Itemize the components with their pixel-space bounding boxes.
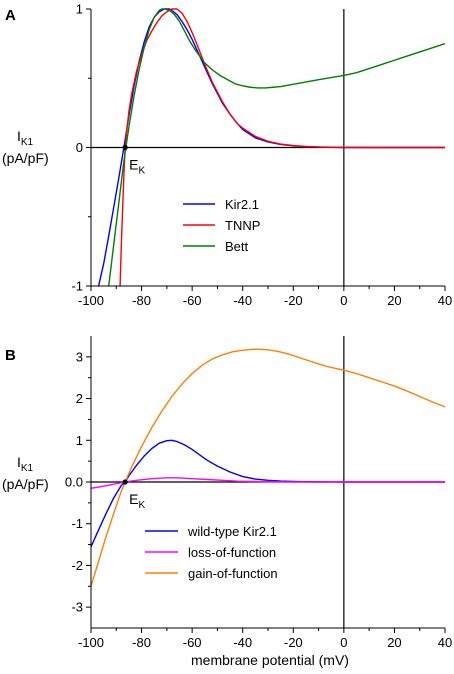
panel-a-ylabel-unit: (pA/pF) (2, 150, 49, 166)
panel-a-tick-labels: -100 -80 -60 -40 -20 0 20 40 -1 0 1 (71, 2, 452, 309)
panel-b-ylabel-sub: K1 (21, 463, 34, 474)
panel-b: B IK1 (pA/pF) -100 -80 -60 -40 -20 0 20 40-3-2-… (2, 336, 452, 650)
panel-a-ek-label: EK (129, 157, 145, 177)
panel-b-ylabel-main: IK1 (17, 454, 34, 474)
panel-a-y-tick-label: 0 (76, 140, 83, 155)
panel-b-y-tick-label: 2 (76, 391, 83, 406)
panel-b-ylabel-unit: (pA/pF) (2, 476, 49, 492)
panel-a-ek-point (122, 144, 128, 151)
panel-b-y-tick-label: 3 (76, 349, 83, 364)
panel-b-axes (86, 336, 446, 633)
panel-a-x-tick-label: -100 (78, 293, 104, 308)
panel-b-series-line-2 (91, 348, 445, 587)
panel-a-y-tick-label: -1 (71, 279, 83, 294)
panel-a-x-tick-label: 40 (438, 293, 452, 308)
panel-b-x-tick-label: 40 (438, 635, 452, 650)
panel-b-legend-label-2: gain-of-function (188, 566, 278, 581)
panel-a-x-tick-label: 20 (387, 293, 401, 308)
panel-a-legend-label-1: TNNP (225, 218, 260, 233)
panel-b-letter: B (5, 347, 16, 364)
panel-b-tick-labels: -100 -80 -60 -40 -20 0 20 40 -3 -2 -1 0.0 1 2 3 (65, 349, 452, 650)
panel-b-x-tick-label: 20 (387, 635, 401, 650)
panel-a-legend-label-0: Kir2.1 (225, 197, 259, 212)
panel-b-x-tick-label: -40 (233, 635, 252, 650)
panel-b-ylabel-i: I (17, 454, 21, 470)
panel-b-series-line-1 (91, 477, 445, 489)
panel-b-x-tick-label: -20 (284, 635, 303, 650)
panel-a-ek-main: E (129, 157, 138, 173)
panel-a-x-tick-label: -20 (284, 293, 303, 308)
panel-a-x-tick-label: -40 (233, 293, 252, 308)
panel-b-y-tick-label: 0.0 (65, 475, 83, 490)
panel-b-x-tick-label: -60 (183, 635, 202, 650)
panel-b-ek-point (122, 479, 128, 485)
panel-a-series-line-2 (108, 8, 445, 287)
panel-a-ylabel-main: IK1 (17, 128, 34, 148)
panel-a-letter: A (5, 7, 16, 24)
x-axis-label: membrane potential (mV) (191, 652, 349, 668)
panel-b-x-tick-label: 0 (340, 635, 347, 650)
panel-a-legend: Kir2.1 TNNP Bett (183, 197, 260, 254)
panel-b-y-tick-label: -1 (71, 516, 83, 531)
panel-a-ylabel-i: I (17, 128, 21, 144)
panel-a-series-line-1 (119, 8, 445, 287)
panel-a-ek-sub: K (138, 166, 145, 177)
panel-b-y-tick-label: -2 (71, 558, 83, 573)
panel-a-x-tick-label: 0 (340, 293, 347, 308)
panel-b-legend-label-1: loss-of-function (188, 545, 276, 560)
panel-a-ylabel-sub: K1 (21, 137, 34, 148)
panel-b-x-tick-label: -80 (132, 635, 151, 650)
panel-a-series (97, 8, 445, 287)
panel-a-legend-label-2: Bett (225, 239, 249, 254)
panel-b-legend: wild-type Kir2.1 loss-of-function gain-of-… (145, 524, 278, 581)
panel-b-y-tick-label: 1 (76, 433, 83, 448)
panel-a-x-tick-label: -60 (183, 293, 202, 308)
panel-b-y-tick-label: -3 (71, 600, 83, 615)
panel-b-ek-sub: K (138, 500, 145, 511)
panel-b-ek-label: EK (129, 491, 145, 511)
panel-b-legend-label-0: wild-type Kir2.1 (187, 524, 277, 539)
panel-b-ek-main: E (129, 491, 138, 507)
panel-a-axes (86, 8, 446, 291)
panel-a-x-tick-label: -80 (132, 293, 151, 308)
panel-b-x-tick-label: -100 (78, 635, 104, 650)
panel-a: A IK1 (pA/pF) -100 -80 -60 -40 -20 0 20 40-101 … (2, 2, 452, 309)
panel-a-y-tick-label: 1 (76, 2, 83, 17)
